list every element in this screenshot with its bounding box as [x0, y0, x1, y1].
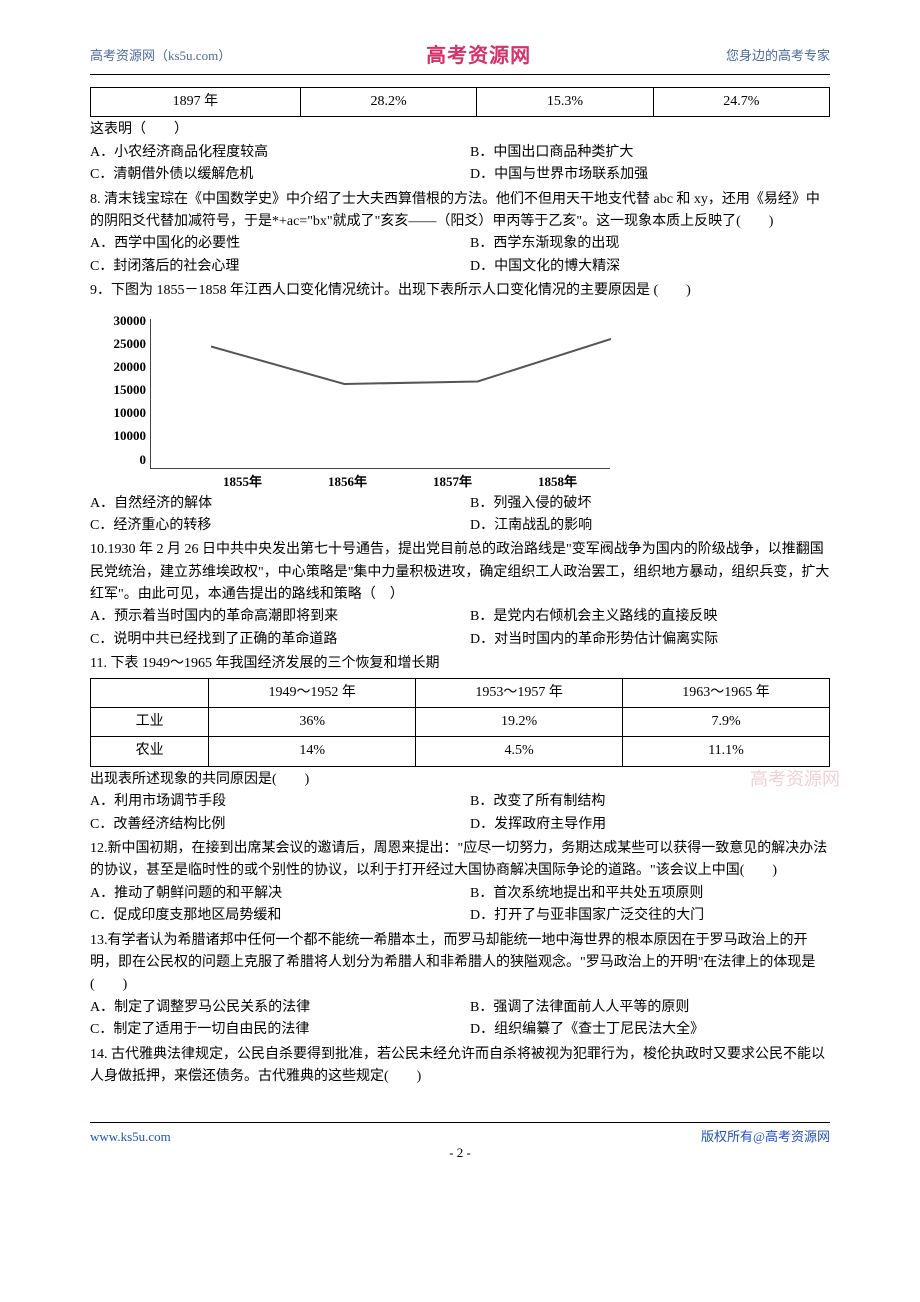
option-a: A．小农经济商品化程度较高	[90, 142, 450, 164]
q12-text: 12.新中国初期，在接到出席某会议的邀请后，周恩来提出："应尽一切努力，务期达成…	[90, 838, 830, 883]
ytick: 0	[140, 450, 147, 471]
footer-page-number: - 2 -	[449, 1143, 471, 1164]
page-footer: www.ks5u.com 版权所有@高考资源网 - 2 -	[90, 1122, 830, 1148]
table-row: 1949～1952 年 1953～1957 年 1963～1965 年	[91, 678, 830, 707]
option-b: B．强调了法律面前人人平等的原则	[470, 997, 830, 1019]
xtick: 1856年	[328, 472, 367, 493]
cell: 28.2%	[300, 88, 476, 117]
cell	[91, 678, 209, 707]
table-row: 工业 36% 19.2% 7.9%	[91, 708, 830, 737]
q13-text: 13.有学者认为希腊诸邦中任何一个都不能统一希腊本土，而罗马却能统一地中海世界的…	[90, 930, 830, 997]
option-a: A．预示着当时国内的革命高潮即将到来	[90, 606, 450, 628]
watermark-text: 高考资源网	[750, 765, 840, 794]
option-d: D．发挥政府主导作用	[470, 814, 830, 836]
cell: 24.7%	[653, 88, 829, 117]
ytick: 25000	[114, 334, 147, 355]
option-d: D．组织编纂了《查士丁尼民法大全》	[470, 1019, 830, 1041]
cell: 11.1%	[623, 737, 830, 766]
page-header: 高考资源网（ks5u.com） 高考资源网 您身边的高考专家	[90, 40, 830, 75]
header-center-logo: 高考资源网	[426, 40, 531, 72]
footer-right: 版权所有@高考资源网	[701, 1127, 830, 1148]
q11-text: 11. 下表 1949～1965 年我国经济发展的三个恢复和增长期	[90, 653, 830, 675]
cell: 14%	[209, 737, 416, 766]
option-d: D．江南战乱的影响	[470, 515, 830, 537]
option-b: B．西学东渐现象的出现	[470, 233, 830, 255]
q9-options: A．自然经济的解体 B．列强入侵的破坏 C．经济重心的转移 D．江南战乱的影响	[90, 493, 830, 538]
ytick: 15000	[114, 380, 147, 401]
chart-svg	[151, 319, 611, 469]
q10-text: 10.1930 年 2 月 26 日中共中央发出第七十号通告，提出党目前总的政治…	[90, 539, 830, 606]
option-c: C．改善经济结构比例	[90, 814, 450, 836]
q14-text: 14. 古代雅典法律规定，公民自杀要得到批准，若公民未经允许而自杀将被视为犯罪行…	[90, 1044, 830, 1089]
ytick: 20000	[114, 357, 147, 378]
option-d: D．中国与世界市场联系加强	[470, 164, 830, 186]
cell: 农业	[91, 737, 209, 766]
option-b: B．列强入侵的破坏	[470, 493, 830, 515]
xtick: 1855年	[223, 472, 262, 493]
cell: 15.3%	[477, 88, 653, 117]
option-b: B．首次系统地提出和平共处五项原则	[470, 883, 830, 905]
q11-options: A．利用市场调节手段 B．改变了所有制结构 C．改善经济结构比例 D．发挥政府主…	[90, 791, 830, 836]
cell: 36%	[209, 708, 416, 737]
option-c: C．促成印度支那地区局势缓和	[90, 905, 450, 927]
table-1897: 1897 年 28.2% 15.3% 24.7%	[90, 87, 830, 117]
xtick: 1858年	[538, 472, 577, 493]
q10-options: A．预示着当时国内的革命高潮即将到来 B．是党内右倾机会主义路线的直接反映 C．…	[90, 606, 830, 651]
table-row: 1897 年 28.2% 15.3% 24.7%	[91, 88, 830, 117]
cell: 7.9%	[623, 708, 830, 737]
q7-prompt: 这表明（ ）	[90, 119, 830, 141]
q11-prompt-wrap: 出现表所述现象的共同原因是( ) 高考资源网	[90, 769, 830, 791]
footer-left: www.ks5u.com	[90, 1127, 171, 1148]
xtick: 1857年	[433, 472, 472, 493]
ytick: 10000	[114, 403, 147, 424]
cell: 19.2%	[416, 708, 623, 737]
header-right: 您身边的高考专家	[726, 46, 830, 67]
chart-y-labels: 30000 25000 20000 15000 10000 10000 0	[98, 311, 146, 471]
chart-plot-area	[150, 319, 610, 469]
option-c: C．制定了适用于一切自由民的法律	[90, 1019, 450, 1041]
option-a: A．自然经济的解体	[90, 493, 450, 515]
cell: 1949～1952 年	[209, 678, 416, 707]
option-b: B．是党内右倾机会主义路线的直接反映	[470, 606, 830, 628]
cell: 1897 年	[91, 88, 301, 117]
q13-options: A．制定了调整罗马公民关系的法律 B．强调了法律面前人人平等的原则 C．制定了适…	[90, 997, 830, 1042]
option-a: A．制定了调整罗马公民关系的法律	[90, 997, 450, 1019]
q7-options: A．小农经济商品化程度较高 B．中国出口商品种类扩大 C．清朝借外债以缓解危机 …	[90, 142, 830, 187]
option-a: A．推动了朝鲜问题的和平解决	[90, 883, 450, 905]
q11-prompt: 出现表所述现象的共同原因是( )	[90, 772, 309, 787]
chart-x-labels: 1855年 1856年 1857年 1858年	[150, 472, 610, 493]
option-c: C．说明中共已经找到了正确的革命道路	[90, 629, 450, 651]
cell: 4.5%	[416, 737, 623, 766]
option-a: A．利用市场调节手段	[90, 791, 450, 813]
cell: 1963～1965 年	[623, 678, 830, 707]
option-d: D．中国文化的博大精深	[470, 256, 830, 278]
q12-options: A．推动了朝鲜问题的和平解决 B．首次系统地提出和平共处五项原则 C．促成印度支…	[90, 883, 830, 928]
q8-text: 8. 清末钱宝琮在《中国数学史》中介绍了士大夫西算借根的方法。他们不但用天干地支…	[90, 189, 830, 234]
q8-options: A．西学中国化的必要性 B．西学东渐现象的出现 C．封闭落后的社会心理 D．中国…	[90, 233, 830, 278]
option-b: B．中国出口商品种类扩大	[470, 142, 830, 164]
table-row: 农业 14% 4.5% 11.1%	[91, 737, 830, 766]
option-d: D．对当时国内的革命形势估计偏离实际	[470, 629, 830, 651]
cell: 1953～1957 年	[416, 678, 623, 707]
cell: 工业	[91, 708, 209, 737]
table-q11: 1949～1952 年 1953～1957 年 1963～1965 年 工业 3…	[90, 678, 830, 767]
ytick: 10000	[114, 426, 147, 447]
option-d: D．打开了与亚非国家广泛交往的大门	[470, 905, 830, 927]
option-c: C．封闭落后的社会心理	[90, 256, 450, 278]
ytick: 30000	[114, 311, 147, 332]
option-c: C．经济重心的转移	[90, 515, 450, 537]
option-b: B．改变了所有制结构	[470, 791, 830, 813]
q9-text: 9．下图为 1855－1858 年江西人口变化情况统计。出现下表所示人口变化情况…	[90, 280, 830, 302]
option-a: A．西学中国化的必要性	[90, 233, 450, 255]
option-c: C．清朝借外债以缓解危机	[90, 164, 450, 186]
header-left: 高考资源网（ks5u.com）	[90, 46, 231, 67]
population-chart: 30000 25000 20000 15000 10000 10000 0 18…	[150, 311, 670, 491]
